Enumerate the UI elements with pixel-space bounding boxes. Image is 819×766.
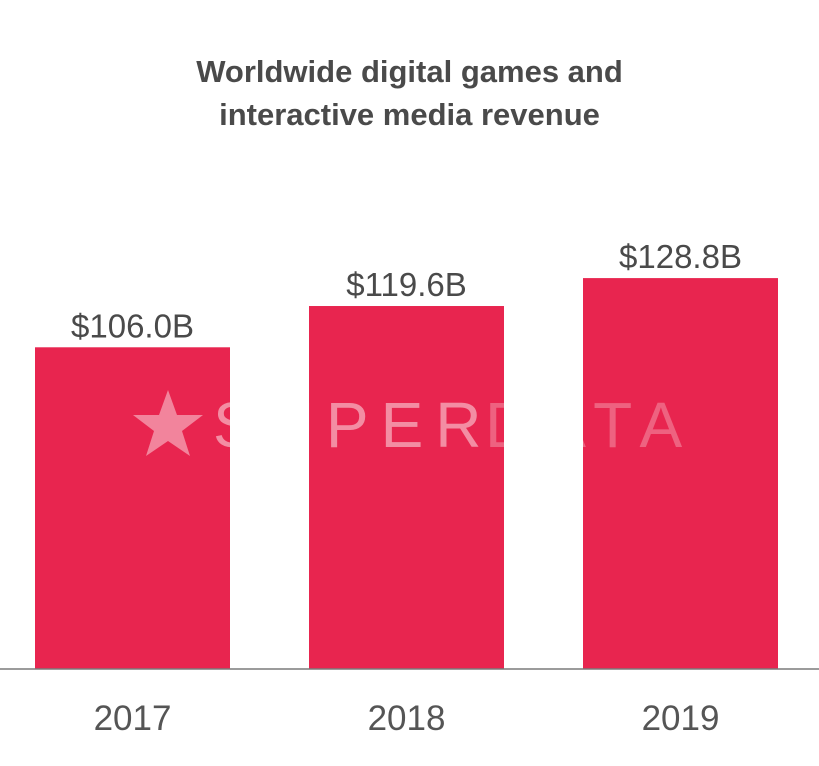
watermark-text-super: SUPER <box>213 389 494 461</box>
x-tick-label-2017: 2017 <box>94 699 172 738</box>
watermark: SUPER DATA <box>133 389 694 461</box>
x-tick-label-2018: 2018 <box>368 699 446 738</box>
bar-2017 <box>35 347 230 669</box>
bar-2019 <box>583 278 778 669</box>
value-label-2017: $106.0B <box>71 307 194 344</box>
chart-title-line-1: Worldwide digital games and <box>196 54 623 89</box>
bar-2018 <box>309 306 504 669</box>
chart-title-line-2: interactive media revenue <box>219 97 600 132</box>
value-label-2019: $128.8B <box>619 238 742 275</box>
chart-title: Worldwide digital games and interactive … <box>0 50 819 136</box>
bars-layer <box>35 278 778 669</box>
value-label-2018: $119.6B <box>346 266 467 303</box>
star-icon <box>133 390 203 456</box>
watermark-text-data: DATA <box>485 389 694 461</box>
x-tick-label-2019: 2019 <box>642 699 720 738</box>
labels-layer: $106.0B 2017 $119.6B 2018 $128.8B 2019 <box>71 238 742 738</box>
